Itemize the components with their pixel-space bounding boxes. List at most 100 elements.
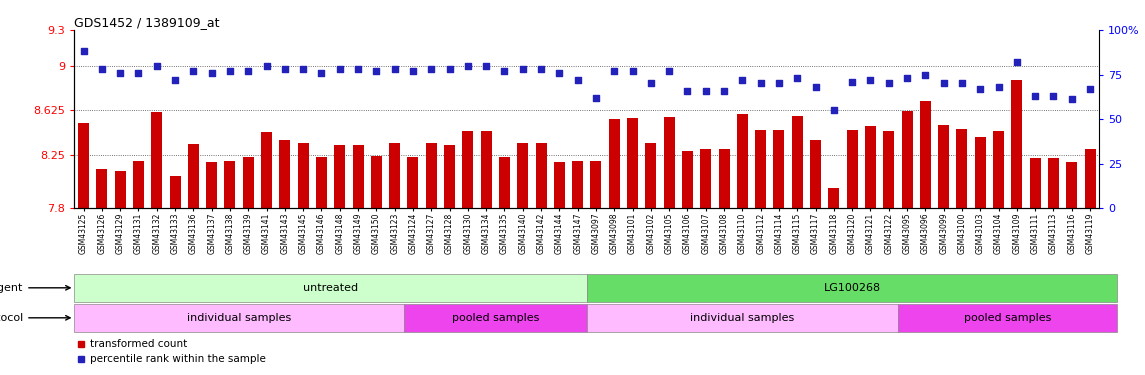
Bar bbox=[74, 304, 404, 332]
Bar bbox=[316, 157, 327, 208]
Point bbox=[843, 79, 861, 85]
Point bbox=[111, 70, 129, 76]
Bar bbox=[572, 160, 583, 208]
Point bbox=[129, 70, 148, 76]
Bar bbox=[463, 131, 473, 208]
Point bbox=[551, 70, 569, 76]
Bar bbox=[974, 137, 986, 208]
Point bbox=[148, 63, 166, 69]
Text: protocol: protocol bbox=[0, 313, 70, 323]
Point bbox=[313, 70, 331, 76]
Point bbox=[788, 75, 806, 81]
Text: individual samples: individual samples bbox=[187, 313, 291, 323]
Point bbox=[1081, 86, 1099, 92]
Point bbox=[74, 48, 93, 54]
Point bbox=[696, 88, 714, 94]
Point bbox=[349, 66, 368, 72]
Text: percentile rank within the sample: percentile rank within the sample bbox=[89, 354, 266, 364]
Point bbox=[861, 77, 879, 83]
Text: transformed count: transformed count bbox=[89, 339, 187, 349]
Bar bbox=[993, 131, 1004, 208]
Point bbox=[769, 81, 788, 87]
Point bbox=[714, 88, 733, 94]
Bar bbox=[938, 125, 949, 208]
Point bbox=[971, 86, 989, 92]
Bar bbox=[1084, 149, 1096, 208]
Bar bbox=[408, 157, 418, 208]
Bar bbox=[151, 112, 163, 208]
Bar bbox=[846, 130, 858, 208]
Point bbox=[532, 66, 551, 72]
Bar bbox=[404, 304, 587, 332]
Point bbox=[184, 68, 203, 74]
Text: pooled samples: pooled samples bbox=[964, 313, 1051, 323]
Bar bbox=[554, 162, 564, 208]
Bar bbox=[792, 116, 803, 208]
Bar bbox=[810, 141, 821, 208]
Point bbox=[824, 107, 843, 113]
Point bbox=[1063, 96, 1081, 102]
Bar bbox=[774, 130, 784, 208]
Point bbox=[276, 66, 294, 72]
Text: GDS1452 / 1389109_at: GDS1452 / 1389109_at bbox=[74, 16, 220, 29]
Bar bbox=[426, 143, 436, 208]
Bar bbox=[334, 145, 346, 208]
Bar bbox=[587, 304, 898, 332]
Bar bbox=[1066, 162, 1077, 208]
Point bbox=[916, 72, 934, 78]
Point bbox=[239, 68, 258, 74]
Point bbox=[166, 77, 184, 83]
Point bbox=[258, 63, 276, 69]
Bar bbox=[627, 118, 638, 208]
Point bbox=[879, 81, 898, 87]
Bar bbox=[224, 160, 236, 208]
Bar bbox=[1029, 158, 1041, 208]
Point bbox=[294, 66, 313, 72]
Bar bbox=[591, 160, 601, 208]
Point bbox=[1026, 93, 1044, 99]
Bar bbox=[919, 101, 931, 208]
Point bbox=[404, 68, 423, 74]
Bar bbox=[114, 171, 126, 208]
Bar bbox=[169, 176, 181, 208]
Bar bbox=[353, 145, 364, 208]
Bar bbox=[518, 143, 528, 208]
Bar bbox=[587, 274, 1118, 302]
Text: pooled samples: pooled samples bbox=[451, 313, 539, 323]
Point bbox=[441, 66, 459, 72]
Point bbox=[605, 68, 623, 74]
Bar bbox=[646, 143, 656, 208]
Text: individual samples: individual samples bbox=[690, 313, 795, 323]
Point bbox=[514, 66, 532, 72]
Point bbox=[806, 84, 824, 90]
Bar bbox=[74, 274, 587, 302]
Bar bbox=[901, 111, 913, 208]
Point bbox=[496, 68, 514, 74]
Point bbox=[368, 68, 386, 74]
Bar bbox=[371, 156, 382, 208]
Bar bbox=[664, 117, 674, 208]
Bar bbox=[864, 126, 876, 208]
Point bbox=[93, 66, 111, 72]
Text: agent: agent bbox=[0, 283, 70, 293]
Point bbox=[569, 77, 587, 83]
Point bbox=[953, 81, 971, 87]
Bar bbox=[719, 149, 729, 208]
Point bbox=[751, 81, 769, 87]
Bar bbox=[133, 160, 144, 208]
Bar bbox=[279, 141, 291, 208]
Point bbox=[459, 63, 477, 69]
Bar bbox=[701, 149, 711, 208]
Bar bbox=[956, 129, 968, 208]
Bar bbox=[206, 162, 218, 208]
Point bbox=[623, 68, 641, 74]
Point bbox=[898, 75, 916, 81]
Point bbox=[1008, 59, 1026, 65]
Point bbox=[1044, 93, 1063, 99]
Bar bbox=[536, 143, 546, 208]
Point bbox=[678, 88, 696, 94]
Point bbox=[733, 77, 751, 83]
Bar bbox=[682, 151, 693, 208]
Bar bbox=[883, 131, 894, 208]
Bar bbox=[243, 157, 254, 208]
